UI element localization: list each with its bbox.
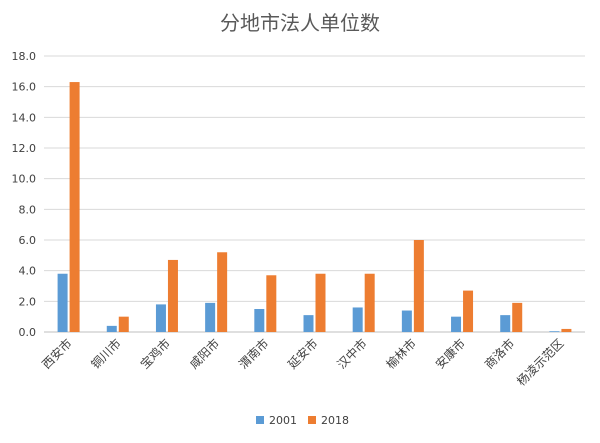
- bar-2001-3: [205, 302, 216, 332]
- y-tick-label: 12.0: [12, 142, 37, 155]
- y-tick-label: 2.0: [19, 295, 37, 308]
- x-category-label: 商洛市: [481, 336, 517, 372]
- legend-label-2001: 2001: [269, 414, 297, 427]
- x-category-label: 安康市: [432, 336, 468, 372]
- y-tick-label: 10.0: [12, 173, 37, 186]
- y-tick-label: 16.0: [12, 81, 37, 94]
- x-category-label: 咸阳市: [186, 336, 222, 372]
- x-category-label: 杨凌示范区: [513, 336, 566, 389]
- y-tick-label: 6.0: [19, 234, 37, 247]
- bar-2001-10: [549, 331, 560, 332]
- bar-2018-10: [561, 328, 572, 332]
- x-category-label: 延安市: [285, 336, 321, 372]
- bar-2001-0: [57, 273, 68, 332]
- y-tick-label: 0.0: [19, 326, 37, 339]
- bar-2018-5: [315, 273, 326, 332]
- bar-2018-7: [413, 240, 424, 332]
- legend-swatch-2001: [256, 416, 264, 424]
- bar-2001-8: [451, 316, 462, 332]
- x-category-label: 渭南市: [235, 336, 271, 372]
- bar-2018-0: [69, 82, 80, 332]
- bar-2018-6: [364, 273, 375, 332]
- legend-swatch-2018: [308, 416, 316, 424]
- bar-2018-3: [217, 252, 228, 332]
- bar-2018-2: [167, 259, 178, 332]
- x-category-label: 榆林市: [383, 336, 419, 372]
- y-tick-label: 8.0: [19, 203, 37, 216]
- y-tick-label: 14.0: [12, 111, 37, 124]
- bar-2018-8: [463, 290, 474, 332]
- bar-2001-4: [254, 309, 265, 332]
- bar-2001-2: [155, 304, 166, 332]
- bar-2001-5: [303, 315, 314, 332]
- x-category-label: 汉中市: [334, 336, 370, 372]
- bar-2018-9: [512, 302, 523, 332]
- legend-label-2018: 2018: [321, 414, 349, 427]
- x-category-label: 铜川市: [88, 336, 124, 372]
- y-tick-label: 18.0: [12, 50, 37, 63]
- x-category-label: 宝鸡市: [137, 336, 173, 372]
- bars: [57, 82, 572, 332]
- bar-2001-7: [401, 310, 412, 332]
- bar-2001-9: [500, 315, 511, 332]
- bar-2018-1: [118, 316, 129, 332]
- chart-title: 分地市法人单位数: [220, 11, 380, 35]
- x-category-label: 西安市: [39, 336, 75, 372]
- bar-2001-6: [352, 307, 363, 332]
- bar-2001-1: [106, 325, 117, 332]
- y-tick-label: 4.0: [19, 265, 37, 278]
- legend: 2001 2018: [256, 414, 349, 427]
- y-axis-ticks: 0.0 2.0 4.0 6.0 8.0 10.0 12.0 14.0 16.0 18.0: [12, 50, 37, 339]
- gridlines: [44, 55, 585, 333]
- bar-2018-4: [266, 275, 277, 332]
